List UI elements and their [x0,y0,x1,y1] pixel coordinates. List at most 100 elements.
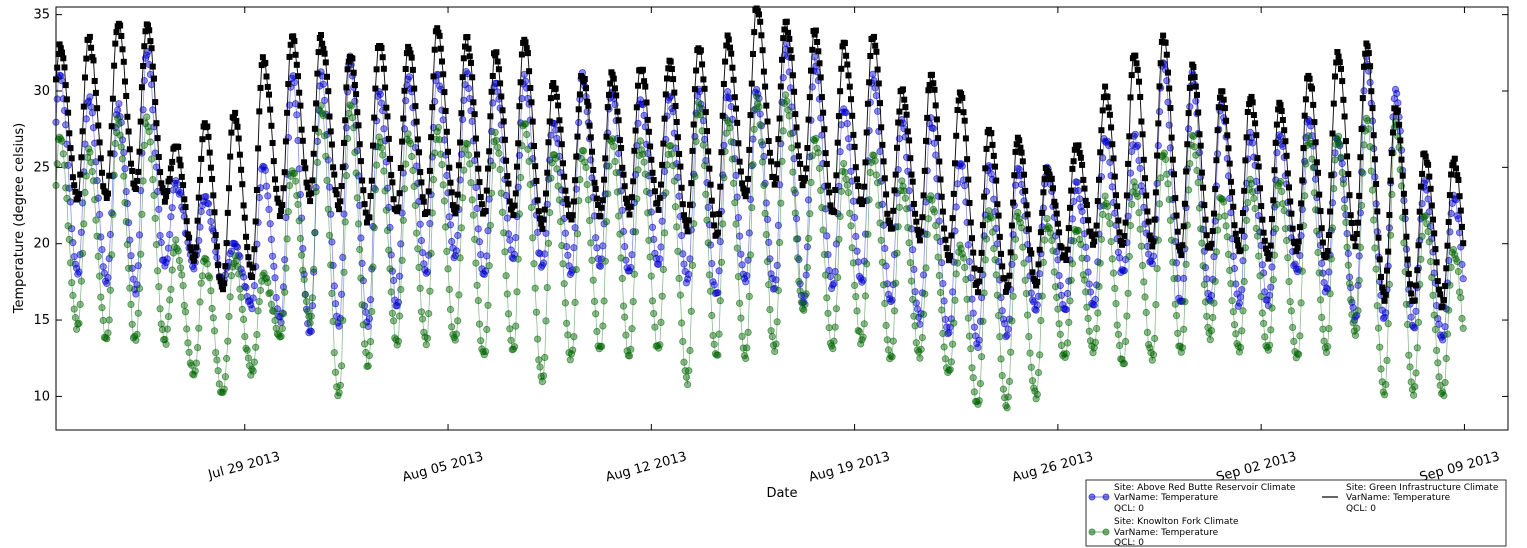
data-point [831,323,839,331]
data-point [1114,330,1123,338]
data-point [874,66,881,73]
data-point [1439,303,1446,310]
data-point [943,245,950,252]
data-point [841,40,848,47]
data-point [517,79,524,86]
data-point [1381,391,1389,399]
data-point [701,85,708,92]
data-point [307,327,315,335]
data-point [366,296,375,304]
data-point [953,180,962,188]
data-point [1434,278,1441,285]
data-point [625,352,634,360]
data-point [1093,324,1101,333]
data-point [1237,343,1245,352]
data-point [774,221,783,229]
data-point [647,143,654,150]
legend-text-line: Site: Knowlton Fork Climate [1114,517,1239,527]
data-point [82,115,90,123]
data-point [968,364,976,372]
data-point [264,83,271,90]
data-point [1139,261,1147,270]
data-point [1190,64,1197,70]
data-point [167,285,175,293]
data-point [1073,178,1081,186]
data-point [787,47,794,54]
data-point [134,309,142,317]
data-point [680,260,688,268]
data-point [98,246,106,254]
data-point [1237,293,1245,301]
data-point [284,109,291,116]
data-point [377,144,386,152]
data-point [1103,202,1112,210]
data-point [439,116,447,124]
data-point [337,290,346,298]
data-point [90,57,97,64]
data-point [1007,348,1015,356]
data-point [58,137,66,145]
data-point [301,290,309,299]
data-point [900,187,908,195]
data-point [570,198,577,205]
data-point [157,320,165,328]
data-point [1162,39,1169,46]
data-point [138,84,145,91]
data-point [1398,156,1405,163]
data-point [96,272,104,280]
data-point [1376,256,1383,263]
data-point [987,214,995,222]
data-point [1062,305,1070,314]
data-point [1092,231,1099,238]
data-point [586,122,593,129]
data-point [1232,330,1240,338]
data-point [901,96,908,103]
data-point [599,322,607,330]
data-point [331,300,340,308]
data-point [1186,160,1194,168]
data-point [644,209,652,217]
data-point [837,88,844,95]
data-point [472,183,480,191]
data-point [847,222,855,230]
data-point [249,294,257,302]
data-point [727,44,733,51]
data-point [1057,341,1066,349]
data-point [774,161,781,168]
data-point [939,208,946,215]
data-point [1428,202,1435,209]
data-point [197,279,205,287]
data-point [368,307,376,316]
data-point [1154,142,1162,150]
data-point [279,309,288,318]
data-point [983,145,990,152]
data-point [500,229,508,237]
data-point [855,327,864,336]
data-point [841,168,849,176]
data-point [886,220,893,226]
data-point [1149,252,1158,260]
data-point [934,253,942,261]
data-point [851,143,858,150]
data-point [1266,251,1273,258]
data-point [677,319,686,327]
data-point [829,344,837,353]
data-point [987,170,995,178]
data-point [656,255,664,263]
data-point [720,174,728,182]
data-point [1255,252,1263,260]
data-point [115,120,123,128]
data-point [264,192,272,200]
data-point [706,287,715,295]
data-point [281,169,288,176]
data-point [1249,99,1256,106]
data-point [152,99,159,106]
data-point [940,343,948,351]
data-point [704,203,712,211]
data-point [806,94,813,101]
data-point [903,111,910,118]
data-point [1324,342,1332,351]
data-point [1040,189,1047,196]
data-point [1268,304,1276,312]
data-point [1052,202,1059,209]
